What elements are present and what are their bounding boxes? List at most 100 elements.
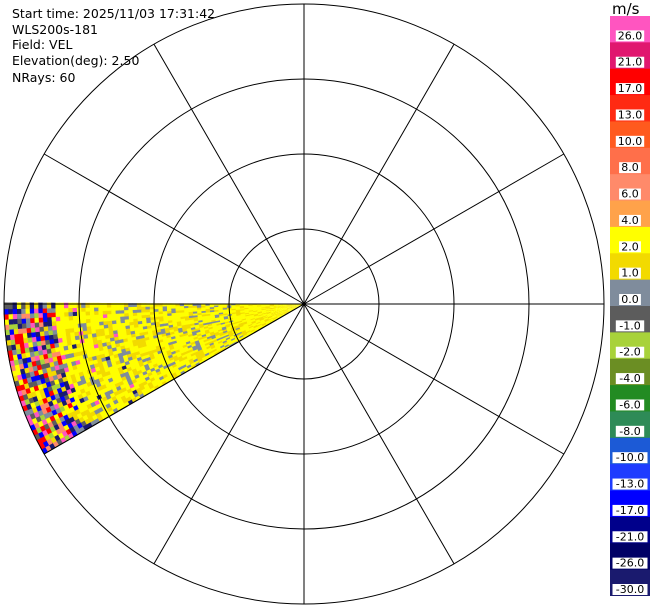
velocity-gate bbox=[258, 325, 263, 330]
velocity-gate bbox=[212, 349, 218, 355]
velocity-gate bbox=[246, 320, 252, 324]
velocity-gate bbox=[174, 359, 180, 364]
velocity-gate bbox=[238, 324, 244, 328]
colorbar-tick-label: 6.0 bbox=[621, 188, 639, 201]
velocity-gate bbox=[273, 317, 278, 321]
velocity-gate bbox=[234, 325, 240, 330]
velocity-gate bbox=[278, 309, 284, 311]
velocity-gate bbox=[196, 347, 203, 352]
colorbar-label-bg bbox=[612, 504, 648, 516]
velocity-gate bbox=[158, 375, 164, 381]
velocity-gate bbox=[224, 335, 230, 340]
velocity-gate bbox=[261, 313, 267, 316]
velocity-gate bbox=[208, 327, 214, 332]
field-label: Field: VEL bbox=[12, 37, 73, 52]
velocity-gate bbox=[211, 348, 217, 353]
colorbar-label-bg bbox=[615, 320, 645, 332]
velocity-gate bbox=[239, 336, 245, 341]
velocity-gate bbox=[283, 309, 288, 312]
velocity-gate bbox=[221, 326, 227, 330]
colorbar-tick-label: 2.0 bbox=[621, 240, 639, 253]
velocity-gate bbox=[282, 305, 287, 307]
velocity-gate bbox=[260, 321, 266, 325]
velocity-gate bbox=[245, 318, 251, 321]
velocity-gate bbox=[235, 328, 241, 332]
velocity-gate bbox=[219, 334, 225, 338]
velocity-gate bbox=[178, 357, 184, 363]
velocity-gate bbox=[157, 308, 163, 312]
colorbar-tick-label: -6.0 bbox=[619, 398, 640, 411]
velocity-gate bbox=[205, 333, 211, 338]
velocity-gate bbox=[217, 328, 223, 332]
velocity-gate bbox=[270, 311, 276, 313]
velocity-gate bbox=[268, 317, 273, 321]
velocity-gate bbox=[201, 347, 207, 352]
velocity-gate bbox=[291, 306, 296, 308]
velocity-gate bbox=[249, 327, 254, 331]
velocity-gate bbox=[208, 351, 215, 357]
velocity-gate bbox=[221, 327, 227, 331]
velocity-gate bbox=[282, 306, 288, 308]
colorbar-unit: m/s bbox=[612, 0, 640, 18]
velocity-gate bbox=[210, 346, 217, 351]
velocity-gate bbox=[255, 320, 261, 324]
velocity-gate bbox=[249, 315, 255, 318]
velocity-gate bbox=[253, 315, 259, 318]
velocity-gate bbox=[115, 309, 120, 314]
velocity-gate bbox=[291, 307, 297, 310]
velocity-gate bbox=[216, 327, 223, 331]
velocity-gate bbox=[106, 309, 112, 315]
velocity-gate bbox=[259, 319, 265, 323]
velocity-gate bbox=[183, 367, 189, 373]
velocity-gate bbox=[277, 305, 283, 307]
velocity-gate bbox=[265, 320, 270, 324]
velocity-gate bbox=[190, 343, 196, 348]
velocity-gate bbox=[205, 355, 212, 360]
velocity-gate bbox=[51, 315, 57, 322]
velocity-gate bbox=[256, 322, 261, 326]
velocity-gate bbox=[257, 314, 263, 317]
velocity-gate bbox=[263, 317, 269, 321]
velocity-gate bbox=[244, 315, 250, 318]
velocity-gate bbox=[272, 316, 277, 319]
velocity-gate bbox=[72, 306, 77, 313]
velocity-gate bbox=[46, 311, 52, 318]
velocity-gate bbox=[290, 304, 296, 306]
velocity-gate bbox=[222, 331, 228, 335]
velocity-gate bbox=[295, 304, 300, 306]
velocity-gate bbox=[268, 318, 274, 322]
colorbar-label-bg bbox=[619, 267, 641, 279]
velocity-gate bbox=[192, 357, 199, 363]
velocity-gate bbox=[214, 332, 220, 337]
velocity-gate bbox=[173, 367, 180, 373]
velocity-gate bbox=[97, 306, 103, 312]
velocity-gate bbox=[270, 310, 275, 313]
velocity-gate bbox=[291, 306, 296, 309]
velocity-gate bbox=[287, 308, 293, 311]
velocity-gate bbox=[140, 308, 146, 313]
velocity-gate bbox=[202, 357, 208, 363]
velocity-gate bbox=[25, 316, 31, 324]
velocity-gate bbox=[283, 310, 289, 313]
velocity-gate bbox=[42, 307, 48, 314]
velocity-gate bbox=[251, 323, 257, 326]
velocity-gate bbox=[290, 304, 296, 305]
colorbar-label-bg bbox=[615, 346, 645, 358]
velocity-gate bbox=[189, 352, 196, 357]
velocity-gate bbox=[239, 304, 245, 307]
velocity-gate bbox=[247, 323, 253, 327]
velocity-gate bbox=[149, 308, 155, 313]
velocity-gate bbox=[224, 345, 230, 350]
colorbar-tick-label: -2.0 bbox=[619, 346, 640, 359]
velocity-gate bbox=[55, 315, 61, 322]
velocity-gate bbox=[256, 309, 262, 311]
velocity-gate bbox=[230, 337, 236, 342]
velocity-gate bbox=[249, 316, 255, 319]
velocity-gate bbox=[245, 329, 251, 333]
velocity-gate bbox=[206, 335, 212, 340]
velocity-gate bbox=[212, 340, 218, 345]
velocity-gate bbox=[187, 346, 193, 351]
velocity-gate bbox=[274, 311, 280, 314]
velocity-gate bbox=[282, 306, 288, 309]
